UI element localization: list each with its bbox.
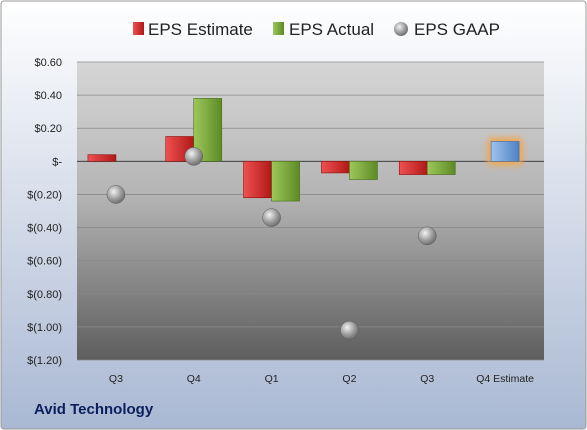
- company-name: Avid Technology: [34, 401, 154, 418]
- category-label: Q1: [265, 373, 279, 385]
- y-axis: $0.60 $0.40 $0.20 $- $(0.20) $(0.40) $(0.60) $(…: [27, 57, 62, 367]
- chart-marks: [87, 98, 524, 340]
- plot-area: [77, 62, 544, 360]
- y-tick-label: $(0.80): [27, 289, 62, 301]
- marker-eps-gaap: [340, 320, 359, 340]
- bar-q4-estimate: [490, 141, 520, 162]
- y-tick-label: $(1.20): [27, 355, 62, 367]
- marker-eps-gaap: [418, 226, 437, 246]
- category-label: Q4: [187, 373, 201, 385]
- y-tick-label: $0.60: [34, 57, 62, 69]
- category-label: Q2: [342, 373, 356, 385]
- y-tick-label: $0.40: [34, 90, 62, 102]
- y-tick-label: $-: [52, 156, 62, 168]
- category-label: Q4 Estimate: [476, 373, 534, 385]
- y-tick-label: $0.20: [34, 123, 62, 135]
- legend-swatch-eps-gaap: [394, 22, 408, 36]
- legend-item-eps-estimate: EPS Estimate: [133, 20, 253, 39]
- bar-eps-actual: [349, 161, 378, 180]
- y-tick-label: $(1.00): [27, 322, 62, 334]
- category-label: Q3: [109, 373, 123, 385]
- y-tick-label: $(0.20): [27, 189, 62, 201]
- legend: EPS Estimate EPS Actual EPS GAAP: [133, 20, 500, 39]
- legend-swatch-eps-estimate: [133, 22, 144, 35]
- marker-eps-gaap: [262, 208, 281, 227]
- legend-label-eps-estimate: EPS Estimate: [148, 20, 253, 39]
- bar-eps-estimate: [87, 154, 117, 162]
- legend-label-eps-gaap: EPS GAAP: [414, 20, 500, 39]
- marker-eps-gaap: [106, 185, 126, 204]
- bar-eps-estimate: [321, 161, 350, 174]
- y-tick-label: $(0.60): [27, 256, 62, 268]
- bar-eps-estimate: [243, 161, 272, 199]
- marker-eps-gaap: [184, 147, 203, 166]
- legend-item-eps-gaap: EPS GAAP: [394, 20, 500, 39]
- legend-item-eps-actual: EPS Actual: [273, 20, 374, 39]
- y-tick-label: $(0.40): [27, 223, 62, 235]
- legend-label-eps-actual: EPS Actual: [289, 20, 374, 39]
- gridlines: [77, 61, 544, 361]
- x-axis: Q3 Q4 Q1 Q2 Q3 Q4 Estimate: [109, 373, 534, 385]
- bar-eps-actual: [426, 161, 456, 175]
- category-label: Q3: [420, 373, 434, 385]
- bar-eps-estimate: [398, 161, 428, 175]
- legend-swatch-eps-actual: [273, 22, 284, 35]
- bar-eps-actual: [271, 161, 300, 202]
